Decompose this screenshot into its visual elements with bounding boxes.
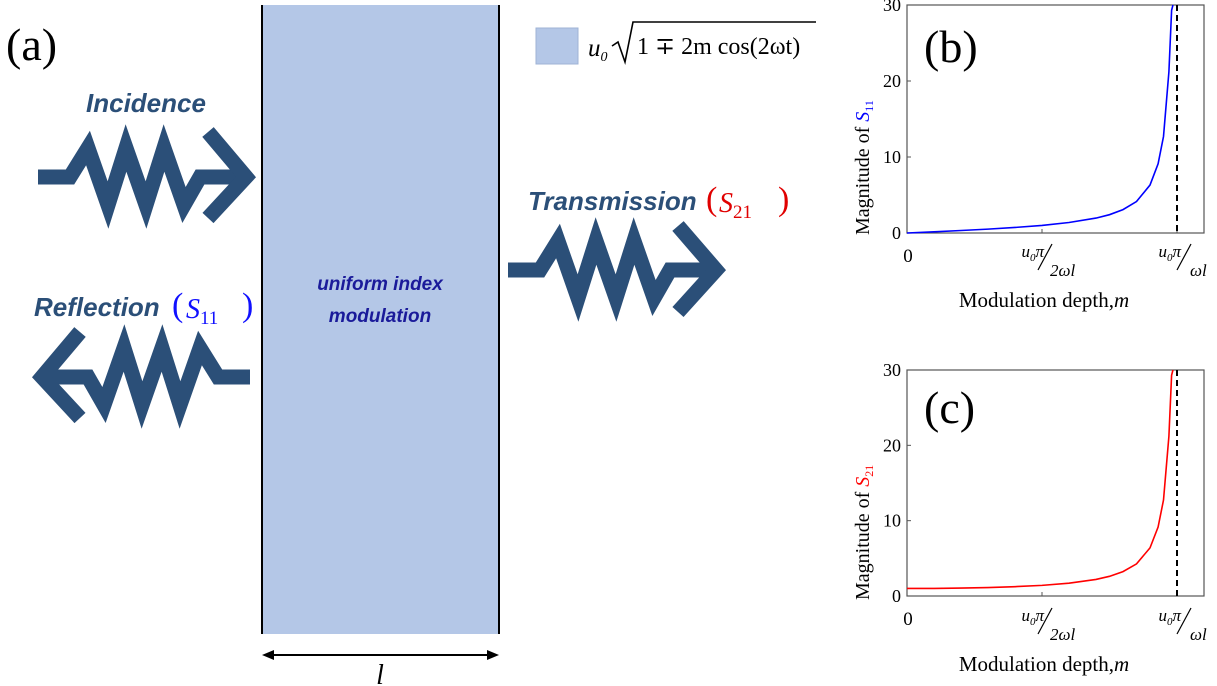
transmission-wave-arrow [508,217,727,322]
reflection-symbol: S [186,294,200,325]
reflection-sub: 11 [200,308,218,329]
svg-text:Transmission: Transmission [528,186,697,216]
slab-label-line2: modulation [329,306,431,327]
svg-text:S11: S11 [186,294,218,329]
svg-text:2ωl: 2ωl [1050,261,1076,280]
incidence-wave-arrow [38,124,257,229]
panel-a-label: (a) [6,19,57,70]
chart-c-tick-0: 0 [903,609,913,630]
chart-b-frame [906,4,1205,234]
svg-text:S21: S21 [719,188,752,223]
chart-b-ytick-label-2: 20 [883,71,901,91]
reflection-word: Reflection [34,292,160,322]
transmission-sub: 21 [733,202,752,223]
chart-c-ticks: 0 10 20 30 [883,360,1178,606]
svg-text:u0π: u0π [1158,606,1181,628]
chart-b-ytick-label-3: 30 [883,0,901,15]
legend-swatch [535,27,579,65]
chart-b-ylabel-symbol: S [852,112,874,122]
chart-b: (b) 0 10 20 30 0 u0π 2ωl u0π ωl Magnitude o… [852,0,1207,312]
chart-b-xlabel: Modulation depth,m [959,288,1129,312]
legend-u-sub: 0 [601,50,608,65]
chart-c-ylabel-text: Magnitude of [852,487,874,600]
chart-b-xlabel-text: Modulation depth, [959,288,1114,312]
chart-b-ylabel-sub: 11 [862,100,876,112]
chart-b-tick-0: 0 [903,246,913,267]
legend-formula: u0 1 ∓ 2m cos(2ωt) [588,21,816,66]
chart-c-xlabel-var: m [1114,652,1129,676]
chart-b-tick-half: u0π 2ωl [1021,242,1075,280]
width-label: l [376,660,384,686]
incidence-label: Incidence [86,88,206,118]
chart-c-series-line [906,369,1174,590]
chart-b-series-line [906,4,1174,234]
svg-text:u0π: u0π [1021,242,1044,264]
svg-text:): ) [242,287,253,324]
svg-text:): ) [778,181,789,218]
chart-b-ylabel: Magnitude of S11 [852,100,876,235]
transmission-symbol: S [719,188,733,219]
legend-radicand: 1 ∓ 2m cos(2ωt) [637,34,800,60]
panel-b-label: (b) [924,21,978,72]
svg-text:u0π: u0π [1158,242,1181,264]
panel-c-label: (c) [924,382,975,433]
chart-c-tick-full: u0π ωl [1158,606,1207,644]
chart-c-ytick-label-1: 10 [883,511,901,531]
chart-c-ylabel-sub: 21 [862,465,876,477]
slab-label-line1: uniform index [317,274,444,295]
chart-b-xlabel-var: m [1114,288,1129,312]
reflection-wave-arrow [31,324,250,429]
svg-text:(: ( [706,181,717,218]
modulation-slab [262,5,499,634]
chart-b-tick-full: u0π ωl [1158,242,1207,280]
svg-text:Reflection: Reflection [34,292,160,322]
chart-c-ylabel-symbol: S [852,477,874,487]
svg-text:u0: u0 [588,35,608,65]
chart-b-ytick-label-0: 0 [892,223,901,243]
chart-c-ylabel: Magnitude of S21 [852,465,876,600]
svg-text:u0π: u0π [1021,606,1044,628]
chart-c-frame [906,369,1205,597]
legend-u: u [588,35,601,62]
chart-b-ticks: 0 10 20 30 [883,0,1178,243]
chart-c-ytick-label-2: 20 [883,435,901,455]
svg-text:ωl: ωl [1190,261,1207,280]
chart-b-ytick-label-1: 10 [883,147,901,167]
chart-c-xlabel: Modulation depth,m [959,652,1129,676]
transmission-word: Transmission [528,186,697,216]
chart-c-xlabel-text: Modulation depth, [959,652,1114,676]
svg-text:(: ( [172,287,183,324]
reflection-label: Reflection ( S11 ) [34,287,253,329]
chart-c: (c) 0 10 20 30 0 u0π 2ωl u0π ωl Magnitude o… [852,360,1207,676]
chart-c-ytick-label-3: 30 [883,360,901,380]
chart-c-tick-half: u0π 2ωl [1021,606,1075,644]
chart-b-ylabel-text: Magnitude of [852,122,874,235]
width-dimension-arrow [262,650,499,660]
svg-text:2ωl: 2ωl [1050,625,1076,644]
chart-c-ytick-label-0: 0 [892,586,901,606]
transmission-label: Transmission ( S21 ) [528,181,789,223]
svg-text:ωl: ωl [1190,625,1207,644]
